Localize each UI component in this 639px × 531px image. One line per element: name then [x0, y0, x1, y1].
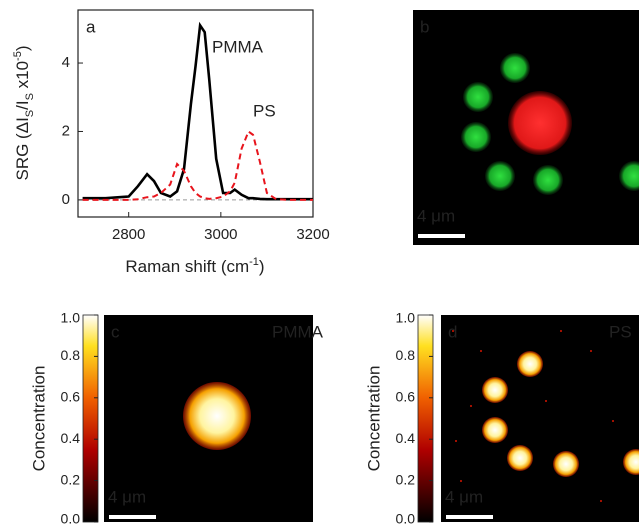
colorbar	[417, 314, 434, 523]
green-particle	[485, 161, 515, 191]
hot-particle	[183, 382, 251, 450]
colorbar-tick-label: 0.0	[396, 511, 416, 527]
plot-frame	[77, 9, 314, 218]
noise-pixel	[600, 500, 602, 502]
noise-pixel	[545, 400, 547, 402]
noise-pixel	[470, 405, 472, 407]
colorbar-tick-label: 0.2	[61, 471, 81, 487]
panel-title: PMMA	[272, 322, 324, 341]
hot-particle	[482, 417, 508, 443]
red-particle	[508, 91, 572, 155]
panel-label: c	[111, 322, 120, 341]
image-background	[441, 315, 639, 522]
x-axis-label-part: )	[259, 257, 265, 276]
x-tick-label: 3000	[204, 226, 237, 243]
panel-title: PS	[609, 322, 632, 341]
panel-label: a	[86, 17, 96, 36]
colorbar-tick-label: 0.6	[61, 389, 81, 405]
y-axis-label-part: -5	[12, 51, 24, 61]
panel-label: d	[448, 322, 457, 341]
y-axis-label-part: x10	[13, 61, 32, 93]
green-particle	[500, 53, 530, 83]
hot-particle	[507, 445, 533, 471]
legend-label: PS	[253, 101, 276, 120]
scale-bar-label: 4 μm	[417, 206, 455, 225]
green-particle	[461, 122, 491, 152]
green-particle	[463, 82, 493, 112]
noise-pixel	[590, 350, 592, 352]
x-tick-label: 3200	[296, 226, 329, 243]
noise-pixel	[480, 350, 482, 352]
hot-particle	[517, 351, 543, 377]
x-axis-label: Raman shift (cm-1)	[125, 256, 264, 277]
hot-particle	[553, 451, 579, 477]
colorbar-label: Concentration	[29, 366, 48, 472]
noise-pixel	[455, 440, 457, 442]
series-line	[82, 129, 313, 201]
y-axis-label: SRG (ΔIS/IS x10-5)	[12, 45, 36, 180]
colorbar	[82, 314, 99, 523]
hot-particle	[623, 449, 639, 475]
colorbar-tick-label: 0.4	[396, 430, 416, 446]
colorbar-tick-label: 0.0	[61, 511, 81, 527]
y-tick-label: 2	[62, 122, 70, 139]
x-tick-label: 2800	[112, 226, 145, 243]
colorbar-tick-label: 1.0	[61, 310, 81, 326]
y-tick-label: 4	[62, 54, 70, 71]
colorbar-tick-label: 1.0	[396, 310, 416, 326]
x-axis-label-part: -1	[249, 256, 259, 268]
panel-label: b	[420, 17, 429, 36]
colorbar-tick-label: 0.2	[396, 471, 416, 487]
y-axis-label-part: S	[24, 110, 36, 117]
scale-bar-label: 4 μm	[445, 487, 483, 506]
colorbar-tick-label: 0.8	[61, 347, 81, 363]
green-particle	[619, 161, 639, 191]
hot-particle	[482, 377, 508, 403]
y-axis-label-part: S	[24, 93, 36, 100]
noise-pixel	[452, 330, 454, 332]
colorbar-tick-label: 0.6	[396, 389, 416, 405]
series-line	[82, 21, 313, 201]
y-tick-label: 0	[62, 191, 70, 208]
colorbar-tick-label: 0.8	[396, 347, 416, 363]
noise-pixel	[612, 420, 614, 422]
y-axis-label-part: SRG (ΔI	[13, 117, 32, 180]
colorbar-tick-label: 0.4	[61, 430, 81, 446]
legend-label: PMMA	[212, 37, 264, 56]
colorbar-label: Concentration	[364, 366, 383, 472]
scale-bar-label: 4 μm	[108, 487, 146, 506]
y-axis-label-part: /I	[13, 100, 32, 109]
green-particle	[533, 165, 563, 195]
noise-pixel	[460, 480, 462, 482]
y-axis-label-part: )	[13, 45, 32, 51]
noise-pixel	[560, 330, 562, 332]
x-axis-label-part: Raman shift (cm	[125, 257, 249, 276]
